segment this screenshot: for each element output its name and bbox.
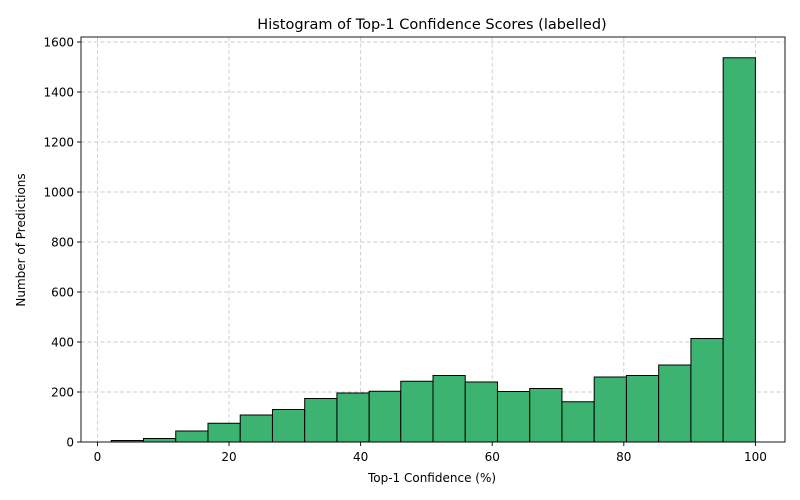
histogram-bar	[143, 438, 177, 443]
histogram-bar	[175, 430, 209, 443]
histogram-bar	[722, 57, 756, 443]
histogram-bar	[368, 390, 402, 443]
chart-title: Histogram of Top-1 Confidence Scores (la…	[257, 17, 606, 33]
histogram-bar	[529, 388, 563, 443]
x-tick-label: 100	[744, 450, 767, 464]
histogram-bar	[239, 414, 273, 443]
x-tick-label: 0	[94, 450, 102, 464]
histogram-bar	[207, 422, 241, 443]
histogram-bar	[658, 364, 692, 443]
x-tick-label: 80	[616, 450, 631, 464]
y-tick-label: 400	[51, 335, 74, 349]
y-tick-label: 200	[51, 385, 74, 399]
histogram-bar	[593, 376, 627, 443]
y-tick-label: 0	[66, 435, 74, 449]
x-tick-label: 20	[221, 450, 236, 464]
y-tick-label: 1600	[43, 35, 74, 49]
y-tick-label: 1200	[43, 135, 74, 149]
x-axis-ticks: 0 20 40 60 80 100	[94, 442, 767, 464]
y-tick-label: 800	[51, 235, 74, 249]
y-axis-title: Number of Predictions	[14, 173, 28, 306]
histogram-bar	[304, 398, 338, 443]
y-tick-label: 1000	[43, 185, 74, 199]
histogram-bar	[271, 409, 306, 443]
x-tick-label: 40	[353, 450, 368, 464]
histogram-bar	[336, 392, 370, 443]
y-tick-label: 600	[51, 285, 74, 299]
y-axis-ticks: 0 200 400 600 800 1000 1200 1400 1600	[43, 35, 81, 449]
histogram-bar	[464, 381, 498, 443]
histogram-bar	[561, 401, 595, 443]
histogram-bar	[432, 375, 466, 443]
histogram-bar	[496, 391, 531, 443]
histogram-bar	[625, 375, 660, 443]
plot-frame	[80, 36, 786, 443]
histogram-bar	[690, 338, 724, 443]
histogram-bar	[400, 380, 434, 443]
x-tick-label: 60	[485, 450, 500, 464]
y-tick-label: 1400	[43, 85, 74, 99]
x-axis-title: Top-1 Confidence (%)	[367, 471, 496, 485]
histogram-bars	[110, 57, 756, 443]
